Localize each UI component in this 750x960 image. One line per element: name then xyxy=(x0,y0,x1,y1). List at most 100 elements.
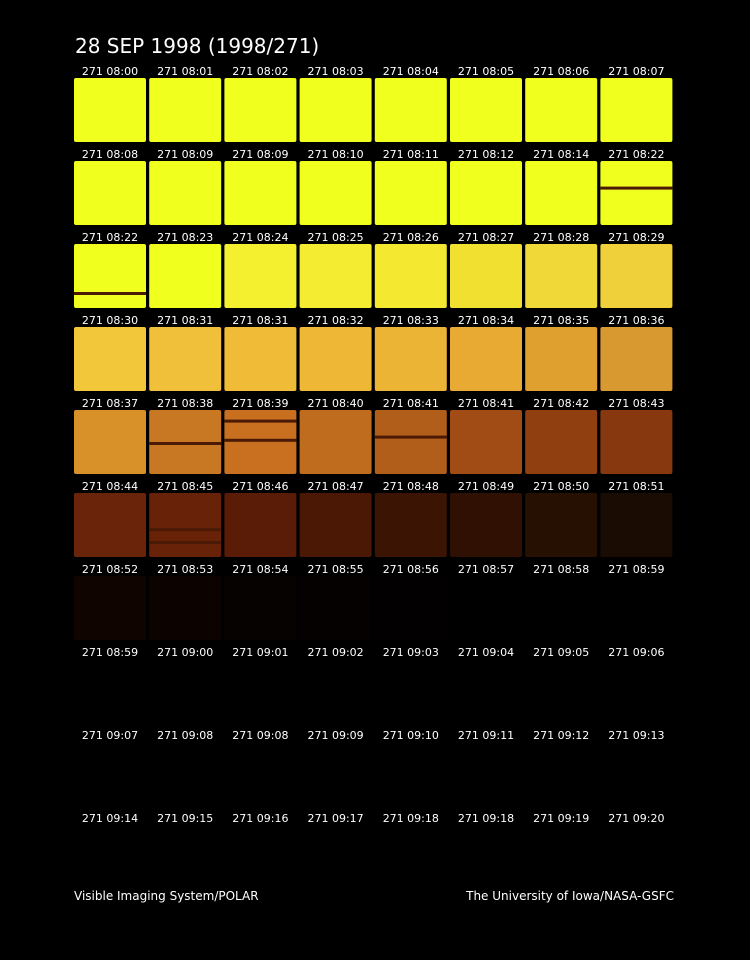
frame-image xyxy=(74,659,146,723)
frame-stripe xyxy=(224,438,297,442)
frame-image xyxy=(374,576,447,640)
frame-label: 271 08:04 xyxy=(383,65,439,78)
frame-label: 271 08:37 xyxy=(82,397,138,410)
frame-image xyxy=(600,327,673,391)
frame-image xyxy=(525,78,598,142)
frame-label: 271 08:14 xyxy=(533,148,589,161)
frame-label: 271 08:31 xyxy=(232,314,288,327)
frame-stripe xyxy=(149,442,222,445)
frame-image xyxy=(224,161,297,225)
frame-image xyxy=(525,742,598,806)
frame-image xyxy=(224,78,297,142)
frame-image xyxy=(600,742,673,806)
frame-label: 271 08:47 xyxy=(307,480,363,493)
frame-image xyxy=(525,659,598,723)
frame-label: 271 08:54 xyxy=(232,563,288,576)
frame-image xyxy=(525,244,598,308)
frame-label: 271 08:58 xyxy=(533,563,589,576)
frame-label: 271 08:48 xyxy=(383,480,439,493)
frame-image xyxy=(600,78,673,142)
frame-image xyxy=(374,825,447,889)
frame-label: 271 08:51 xyxy=(608,480,664,493)
frame-image xyxy=(374,244,447,308)
frame-image xyxy=(374,410,447,474)
frame-image xyxy=(374,327,447,391)
frame-label: 271 08:11 xyxy=(383,148,439,161)
frame-label: 271 08:57 xyxy=(458,563,514,576)
frame-label: 271 09:01 xyxy=(232,646,288,659)
frame-label: 271 08:59 xyxy=(608,563,664,576)
frame-image xyxy=(299,410,372,474)
frame-label: 271 09:09 xyxy=(307,729,363,742)
frame-image xyxy=(525,576,598,640)
frame-label: 271 08:09 xyxy=(157,148,213,161)
frame-label: 271 08:03 xyxy=(307,65,363,78)
frame-label: 271 09:17 xyxy=(307,812,363,825)
frame-image xyxy=(299,825,372,889)
frame-stripe xyxy=(600,186,673,190)
frame-label: 271 09:14 xyxy=(82,812,138,825)
frame-image xyxy=(600,576,673,640)
frame-label: 271 09:03 xyxy=(383,646,439,659)
frame-image xyxy=(525,493,598,557)
frame-image xyxy=(450,161,522,225)
frame-label: 271 08:29 xyxy=(608,231,664,244)
frame-image xyxy=(299,327,372,391)
frame-image xyxy=(224,244,297,308)
frame-label: 271 08:12 xyxy=(458,148,514,161)
frame-label: 271 09:08 xyxy=(157,729,213,742)
frame-label: 271 09:05 xyxy=(533,646,589,659)
frame-label: 271 09:04 xyxy=(458,646,514,659)
frame-stripe xyxy=(149,528,222,532)
frame-image xyxy=(600,493,673,557)
frame-image xyxy=(149,327,222,391)
frame-image xyxy=(299,493,372,557)
frame-image xyxy=(450,825,522,889)
frame-label: 271 08:05 xyxy=(458,65,514,78)
frame-image xyxy=(374,659,447,723)
frame-label: 271 09:08 xyxy=(232,729,288,742)
frame-image xyxy=(299,742,372,806)
frame-image xyxy=(74,327,146,391)
frame-image xyxy=(224,742,297,806)
frame-label: 271 08:42 xyxy=(533,397,589,410)
frame-image xyxy=(224,410,297,474)
frame-image xyxy=(224,493,297,557)
frame-label: 271 08:30 xyxy=(82,314,138,327)
frame-label: 271 08:49 xyxy=(458,480,514,493)
frame-image xyxy=(149,493,222,557)
frame-image xyxy=(74,161,146,225)
frame-label: 271 09:15 xyxy=(157,812,213,825)
frame-image xyxy=(299,78,372,142)
footer-right: The University of Iowa/NASA-GSFC xyxy=(465,889,674,903)
frame-image xyxy=(600,410,673,474)
frame-image xyxy=(149,244,222,308)
frame-label: 271 08:40 xyxy=(307,397,363,410)
frame-label: 271 08:23 xyxy=(157,231,213,244)
frame-image xyxy=(450,659,522,723)
frame-label: 271 08:25 xyxy=(307,231,363,244)
frame-label: 271 09:07 xyxy=(82,729,138,742)
frame-image xyxy=(374,161,447,225)
frame-label: 271 08:09 xyxy=(232,148,288,161)
frame-label: 271 09:13 xyxy=(608,729,664,742)
frame-label: 271 08:00 xyxy=(82,65,138,78)
frame-label: 271 08:33 xyxy=(383,314,439,327)
frame-label: 271 08:56 xyxy=(383,563,439,576)
frame-image xyxy=(374,742,447,806)
frame-label: 271 09:12 xyxy=(533,729,589,742)
frame-label: 271 08:50 xyxy=(533,480,589,493)
frame-image xyxy=(224,659,297,723)
frame-label: 271 09:00 xyxy=(157,646,213,659)
frame-label: 271 09:18 xyxy=(383,812,439,825)
frame-image xyxy=(450,493,522,557)
frame-image xyxy=(374,493,447,557)
frame-image xyxy=(149,78,222,142)
frame-stripe xyxy=(224,419,297,423)
frame-stripe xyxy=(74,292,146,295)
frame-label: 271 08:06 xyxy=(533,65,589,78)
frame-image xyxy=(74,576,146,640)
frame-image xyxy=(450,410,522,474)
frame-label: 271 08:46 xyxy=(232,480,288,493)
